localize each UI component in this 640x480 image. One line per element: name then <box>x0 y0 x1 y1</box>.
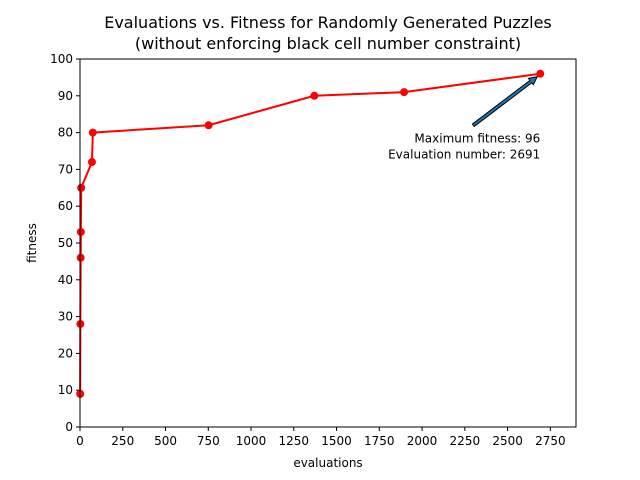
data-point <box>76 227 85 236</box>
annotation-line-2: Evaluation number: 2691 <box>388 148 540 162</box>
annotation-line-1: Maximum fitness: 96 <box>414 132 540 146</box>
annotation: Maximum fitness: 96 Evaluation number: 2… <box>388 76 540 162</box>
y-tick-label: 70 <box>58 162 73 176</box>
chart-title: Evaluations vs. Fitness for Randomly Gen… <box>104 13 552 32</box>
data-point <box>310 91 319 100</box>
data-point <box>77 183 86 192</box>
axis-ticks: 0 250 500 750 1000 1250 1500 1750 2000 2250 2500 27… <box>50 52 566 448</box>
annotation-arrow <box>471 76 539 128</box>
x-tick-label: 2250 <box>450 434 481 448</box>
y-tick-label: 80 <box>58 126 73 140</box>
data-point <box>536 69 545 78</box>
data-point <box>400 88 409 97</box>
data-point <box>76 253 85 262</box>
y-tick-label: 100 <box>50 52 73 66</box>
x-tick-label: 750 <box>197 434 220 448</box>
y-tick-label: 90 <box>58 89 73 103</box>
y-tick-label: 0 <box>65 420 73 434</box>
x-tick-label: 500 <box>154 434 177 448</box>
x-tick-label: 2500 <box>492 434 523 448</box>
chart-subtitle: (without enforcing black cell number con… <box>135 34 521 53</box>
y-tick-label: 20 <box>58 346 73 360</box>
y-tick-label: 10 <box>58 383 73 397</box>
x-tick-label: 1500 <box>321 434 352 448</box>
series-layer <box>76 69 545 398</box>
y-tick-label: 60 <box>58 199 73 213</box>
x-tick-label: 250 <box>111 434 134 448</box>
y-axis-label: fitness <box>25 223 39 263</box>
x-tick-label: 1250 <box>279 434 310 448</box>
plot-frame <box>79 58 577 428</box>
x-tick-label: 0 <box>76 434 84 448</box>
y-tick-label: 40 <box>58 273 73 287</box>
y-tick-label: 30 <box>58 310 73 324</box>
y-tick-label: 50 <box>58 236 73 250</box>
data-point <box>88 128 97 137</box>
x-tick-label: 2750 <box>535 434 566 448</box>
x-tick-label: 1750 <box>364 434 395 448</box>
series-line <box>79 72 541 394</box>
x-axis-label: evaluations <box>293 456 362 470</box>
data-point <box>204 121 213 130</box>
x-tick-label: 2000 <box>407 434 438 448</box>
x-tick-label: 1000 <box>236 434 267 448</box>
data-point <box>87 158 96 167</box>
